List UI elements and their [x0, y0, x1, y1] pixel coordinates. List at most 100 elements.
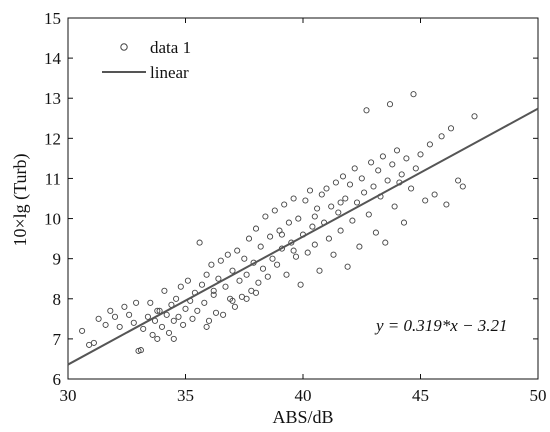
- data-point: [205, 317, 213, 324]
- data-point: [252, 289, 260, 296]
- data-point: [107, 307, 114, 314]
- data-point: [212, 309, 220, 316]
- data-point: [379, 153, 386, 160]
- data-point: [229, 267, 236, 274]
- data-point: [208, 261, 215, 268]
- data-point: [422, 197, 429, 204]
- data-point: [222, 283, 229, 290]
- y-tick-label: 11: [45, 169, 61, 188]
- y-axis-ticks: 6 7 8 9 10 11 12 13 14 15: [44, 9, 538, 389]
- data-point: [304, 249, 311, 256]
- x-tick-label: 40: [295, 386, 312, 405]
- data-point: [339, 173, 347, 180]
- data-point: [236, 277, 243, 284]
- data-point: [163, 311, 170, 318]
- data-point: [147, 299, 154, 306]
- data-point: [173, 295, 180, 302]
- data-point: [79, 327, 86, 334]
- y-axis-label: 10×lg (Turb): [10, 153, 31, 246]
- y-tick-label: 9: [53, 250, 62, 269]
- data-point: [302, 197, 309, 204]
- data-point: [417, 151, 424, 158]
- data-point: [201, 299, 208, 306]
- data-point: [335, 209, 342, 216]
- data-point: [344, 263, 351, 270]
- data-point: [349, 217, 356, 224]
- data-point: [149, 331, 156, 338]
- data-point: [370, 183, 377, 190]
- data-point: [325, 235, 332, 242]
- data-point: [431, 191, 438, 198]
- data-point: [365, 211, 372, 218]
- data-point: [471, 113, 478, 120]
- data-point: [243, 295, 250, 302]
- data-point: [210, 287, 217, 294]
- y-tick-label: 14: [44, 49, 62, 68]
- data-point: [170, 317, 177, 324]
- data-point: [351, 165, 358, 172]
- data-point: [102, 321, 109, 328]
- data-point: [455, 177, 462, 184]
- data-point: [393, 147, 401, 154]
- data-point: [262, 213, 269, 220]
- data-point: [328, 203, 335, 210]
- data-point: [111, 313, 119, 320]
- legend-label-data-1: data 1: [150, 38, 191, 57]
- data-point: [295, 215, 302, 222]
- data-point: [389, 161, 396, 168]
- data-point: [278, 231, 285, 238]
- data-point: [292, 253, 300, 260]
- data-point: [400, 219, 408, 226]
- data-point: [281, 201, 288, 208]
- data-point: [361, 189, 368, 196]
- data-point: [170, 335, 177, 342]
- data-point: [290, 247, 297, 254]
- data-point: [231, 303, 238, 310]
- data-point: [309, 223, 316, 230]
- data-point: [241, 255, 248, 262]
- y-tick-label: 15: [44, 9, 61, 28]
- x-tick-label: 45: [412, 386, 429, 405]
- data-point: [203, 271, 210, 278]
- data-point: [363, 107, 370, 114]
- x-tick-label: 30: [60, 386, 77, 405]
- data-point: [90, 339, 97, 346]
- data-point: [342, 195, 349, 202]
- data-point: [243, 271, 250, 278]
- data-point: [245, 235, 253, 242]
- data-point: [283, 271, 290, 278]
- y-tick-label: 12: [44, 129, 61, 148]
- data-point: [459, 183, 466, 190]
- data-point: [269, 255, 276, 262]
- data-point: [196, 239, 203, 246]
- legend: data 1 linear: [102, 38, 191, 82]
- data-point: [285, 219, 292, 226]
- data-point: [121, 303, 128, 310]
- data-point: [133, 299, 140, 306]
- data-point: [382, 239, 389, 246]
- data-point: [116, 323, 123, 330]
- x-axis-ticks: 30 35 40 45 50: [60, 18, 547, 405]
- data-point: [358, 175, 365, 182]
- data-point: [255, 279, 262, 286]
- data-point: [257, 243, 264, 250]
- data-point: [316, 267, 323, 274]
- y-tick-label: 8: [53, 290, 62, 309]
- data-point: [229, 297, 236, 304]
- data-point: [332, 179, 339, 186]
- data-point: [403, 155, 410, 162]
- y-tick-label: 10: [44, 210, 61, 229]
- data-point: [346, 181, 354, 188]
- data-point: [368, 159, 375, 166]
- data-point: [412, 165, 419, 172]
- regression-line: [67, 107, 539, 366]
- data-point: [180, 321, 187, 328]
- data-point: [144, 313, 151, 320]
- y-tick-label: 7: [53, 330, 62, 349]
- data-point: [158, 323, 166, 330]
- data-point: [426, 141, 433, 148]
- data-point: [130, 319, 137, 326]
- data-point: [290, 195, 297, 202]
- x-tick-label: 35: [177, 386, 194, 405]
